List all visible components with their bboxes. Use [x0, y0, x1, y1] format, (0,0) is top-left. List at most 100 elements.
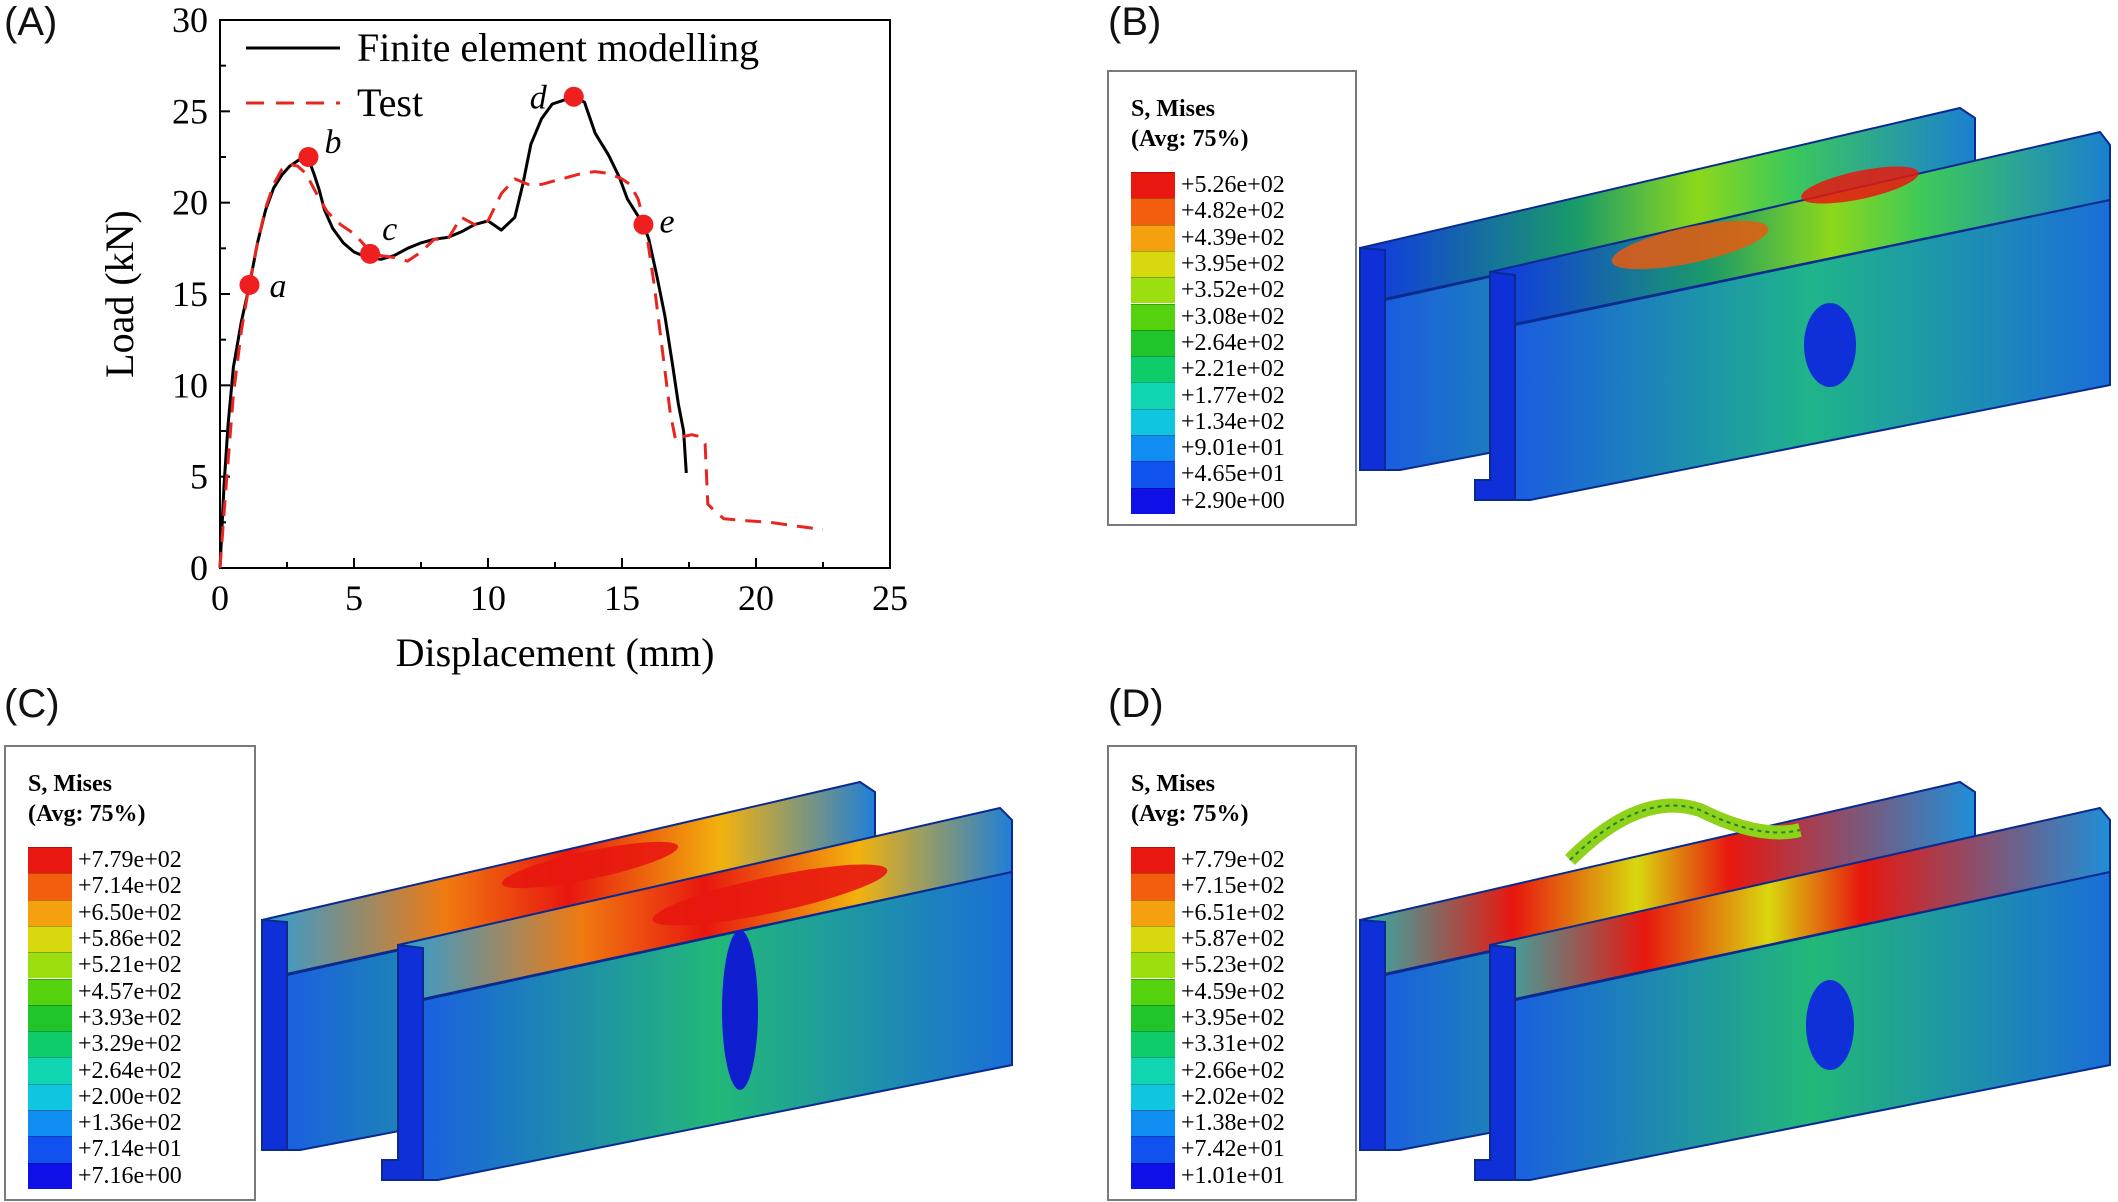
- legend-value: +2.64e+02: [1181, 329, 1285, 356]
- legend-value: +6.50e+02: [78, 899, 182, 926]
- stress-legend-c: S, Mises (Avg: 75%) +7.79e+02 +7.14e+02 +6…: [4, 745, 256, 1201]
- legend-row: +3.52e+02: [1131, 277, 1285, 304]
- panel-label-a: (A): [4, 0, 58, 44]
- y-tick-label: 25: [172, 91, 208, 131]
- legend-value: +4.65e+01: [1181, 461, 1285, 488]
- x-tick-label: 10: [470, 578, 506, 618]
- legend-color-swatch: [1131, 382, 1175, 409]
- legend-row: +3.29e+02: [28, 1031, 182, 1058]
- legend-value: +5.23e+02: [1181, 952, 1285, 979]
- legend-value: +6.51e+02: [1181, 899, 1285, 926]
- legend-color-swatch: [28, 952, 72, 979]
- legend-color-swatch: [1131, 978, 1175, 1005]
- legend-value: +5.21e+02: [78, 952, 182, 979]
- legend-row: +5.23e+02: [1131, 952, 1285, 979]
- panel-label-b: (B): [1108, 0, 1162, 44]
- legend-color-swatch: [1131, 198, 1175, 225]
- legend-subtitle-b: (Avg: 75%): [1131, 126, 1249, 152]
- legend-color-swatch: [28, 925, 72, 953]
- legend-value: +1.77e+02: [1181, 382, 1285, 409]
- legend-row: +7.16e+00: [28, 1162, 182, 1189]
- legend-value: +4.59e+02: [1181, 978, 1285, 1005]
- legend-color-swatch: [1131, 1057, 1175, 1084]
- legend-value: +7.16e+00: [78, 1162, 182, 1189]
- legend-row: +4.65e+01: [1131, 461, 1285, 488]
- legend-color-swatch: [1131, 277, 1175, 304]
- legend-color-swatch: [1131, 899, 1175, 926]
- legend-color-swatch: [1131, 408, 1175, 435]
- y-tick-label: 10: [172, 365, 208, 405]
- panel-label-d: (D): [1108, 682, 1164, 726]
- legend-row: +2.66e+02: [1131, 1057, 1285, 1084]
- series-line-fem: [218, 95, 688, 569]
- legend-row: +4.82e+02: [1131, 198, 1285, 225]
- legend-value: +7.79e+02: [1181, 847, 1285, 874]
- x-tick-label: 5: [345, 578, 363, 618]
- point-label-a: a: [269, 268, 286, 305]
- panel-label-c: (C): [4, 682, 60, 726]
- legend-value: +5.26e+02: [1181, 172, 1285, 199]
- point-label-d: d: [530, 80, 548, 117]
- legend-color-swatch: [28, 1057, 72, 1084]
- legend-color-swatch: [1131, 925, 1175, 953]
- y-axis-label: Load (kN): [97, 210, 142, 378]
- point-label-b: b: [324, 124, 341, 161]
- point-e: [633, 214, 654, 235]
- legend-value: +2.90e+00: [1181, 487, 1285, 514]
- legend-row: +7.42e+01: [1131, 1136, 1285, 1163]
- stress-legend-d: S, Mises (Avg: 75%) +7.79e+02 +7.15e+02 +6…: [1107, 745, 1357, 1201]
- legend-value: +1.01e+01: [1181, 1162, 1285, 1189]
- y-tick-label: 5: [190, 457, 208, 497]
- legend-row: +2.64e+02: [28, 1057, 182, 1084]
- legend-color-swatch: [1131, 356, 1175, 383]
- legend-label-fem: Finite element modelling: [357, 25, 759, 70]
- point-label-e: e: [659, 204, 674, 241]
- legend-color-swatch: [1131, 435, 1175, 462]
- legend-value: +7.42e+01: [1181, 1136, 1285, 1163]
- legend-value: +2.02e+02: [1181, 1083, 1285, 1110]
- legend-title-d: S, Mises: [1131, 771, 1215, 797]
- legend-value: +4.82e+02: [1181, 198, 1285, 225]
- legend-row: +5.21e+02: [28, 952, 182, 979]
- legend-value: +2.21e+02: [1181, 356, 1285, 383]
- legend-color-swatch: [1131, 1004, 1175, 1032]
- legend-label-test: Test: [357, 80, 423, 125]
- legend-row: +1.77e+02: [1131, 382, 1285, 409]
- legend-color-swatch: [1131, 1083, 1175, 1110]
- x-tick-label: 0: [211, 578, 229, 618]
- legend-color-swatch: [1131, 1110, 1175, 1137]
- legend-value: +2.66e+02: [1181, 1057, 1285, 1084]
- legend-row: +7.79e+02: [1131, 847, 1285, 874]
- legend-subtitle-d: (Avg: 75%): [1131, 801, 1249, 827]
- legend-row: +3.31e+02: [1131, 1031, 1285, 1058]
- legend-row: +4.59e+02: [1131, 978, 1285, 1005]
- stress-legend-b: S, Mises (Avg: 75%) +5.26e+02 +4.82e+02 +4…: [1107, 70, 1357, 526]
- legend-title-b: S, Mises: [1131, 96, 1215, 122]
- legend-color-swatch: [1131, 847, 1175, 874]
- legend-value: +1.36e+02: [78, 1110, 182, 1137]
- legend-value: +4.57e+02: [78, 978, 182, 1005]
- legend-value: +2.64e+02: [78, 1057, 182, 1084]
- legend-color-swatch: [28, 1083, 72, 1110]
- legend-color-swatch: [1131, 1136, 1175, 1163]
- legend-color-swatch: [1131, 873, 1175, 900]
- legend-color-swatch: [1131, 172, 1175, 199]
- legend-color-swatch: [28, 1031, 72, 1058]
- legend-color-swatch: [1131, 303, 1175, 330]
- x-tick-label: 20: [738, 578, 774, 618]
- legend-color-swatch: [1131, 461, 1175, 488]
- point-label-c: c: [382, 211, 397, 248]
- x-tick-label: 15: [604, 578, 640, 618]
- legend-value: +3.29e+02: [78, 1031, 182, 1058]
- legend-row: +2.02e+02: [1131, 1083, 1285, 1110]
- legend-value: +7.14e+01: [78, 1136, 182, 1163]
- legend-color-swatch: [28, 1110, 72, 1137]
- legend-value: +3.31e+02: [1181, 1031, 1285, 1058]
- legend-row: +7.79e+02: [28, 847, 182, 874]
- legend-value: +3.52e+02: [1181, 277, 1285, 304]
- legend-row: +7.15e+02: [1131, 873, 1285, 900]
- legend-value: +1.38e+02: [1181, 1110, 1285, 1137]
- legend-row: +4.39e+02: [1131, 224, 1285, 251]
- legend-row: +7.14e+02: [28, 873, 182, 900]
- legend: Finite element modelling Test: [246, 25, 759, 125]
